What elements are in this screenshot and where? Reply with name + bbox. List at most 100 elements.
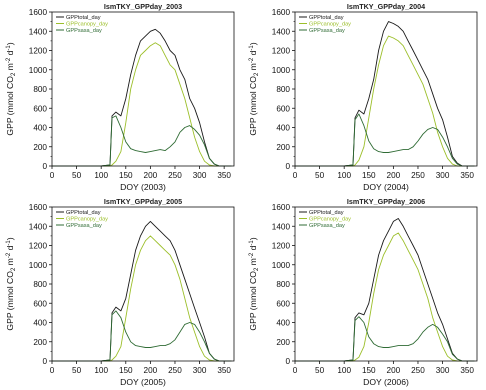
x-tick-label: 150 — [362, 366, 376, 375]
x-tick-label: 150 — [119, 366, 133, 375]
y-tick-label: 0 — [42, 162, 47, 171]
plot-frame — [294, 206, 478, 362]
y-tick-label: 0 — [285, 357, 290, 366]
x-axis-label: DOY (2006) — [363, 377, 409, 387]
x-tick-label: 50 — [315, 171, 325, 180]
gpp-chart-svg: IsmTKY_GPPday_20030200400600800100012001… — [5, 2, 235, 192]
series-line-gppsasa-day — [52, 115, 232, 167]
y-tick-label: 600 — [33, 299, 47, 308]
x-tick-label: 300 — [436, 171, 450, 180]
series-line-gppsasa-day — [295, 113, 475, 167]
series-line-gpptotal-day — [52, 220, 232, 362]
legend-label: GPPcanopy_day — [309, 22, 351, 28]
x-tick-label: 350 — [460, 171, 474, 180]
y-tick-label: 400 — [33, 124, 47, 133]
legend-label: GPPsasa_day — [309, 28, 345, 34]
x-tick-label: 250 — [168, 171, 182, 180]
x-tick-label: 50 — [72, 171, 82, 180]
x-axis-label: DOY (2004) — [363, 182, 409, 192]
x-tick-label: 100 — [94, 171, 108, 180]
y-tick-label: 600 — [33, 104, 47, 113]
chart-panel-2004: IsmTKY_GPPday_2004 0 200 400 600 800 1000 1200 1… — [243, 0, 486, 195]
x-tick-label: 200 — [387, 366, 401, 375]
series-line-gpptotal-day — [52, 28, 232, 167]
series-line-gpptotal-day — [295, 21, 475, 167]
x-tick-label: 200 — [144, 171, 158, 180]
y-tick-label: 800 — [276, 280, 290, 289]
plot-frame — [294, 11, 478, 167]
y-axis-label: GPP (mmol CO2 m-2 d-1) — [248, 237, 260, 330]
x-tick-label: 0 — [50, 171, 55, 180]
series-line-gppcanopy-day — [295, 35, 475, 167]
y-tick-label: 200 — [276, 143, 290, 152]
x-tick-label: 0 — [293, 366, 298, 375]
y-tick-label: 400 — [276, 319, 290, 328]
y-axis-label: GPP (mmol CO2 m-2 d-1) — [248, 42, 260, 135]
gpp-chart-svg: IsmTKY_GPPday_20060200400600800100012001… — [248, 197, 478, 387]
y-tick-label: 1200 — [272, 47, 291, 56]
x-tick-label: 300 — [436, 366, 450, 375]
x-tick-label: 200 — [144, 366, 158, 375]
x-tick-label: 300 — [193, 366, 207, 375]
y-tick-label: 1600 — [272, 8, 291, 17]
y-tick-label: 1600 — [29, 203, 48, 212]
y-tick-label: 1000 — [272, 261, 291, 270]
gpp-chart-svg: IsmTKY_GPPday_20040200400600800100012001… — [248, 2, 478, 192]
y-tick-label: 0 — [285, 162, 290, 171]
plot-frame — [51, 206, 235, 362]
y-tick-label: 1400 — [272, 222, 291, 231]
y-tick-label: 1000 — [272, 66, 291, 75]
y-tick-label: 1600 — [29, 8, 48, 17]
x-tick-label: 250 — [411, 366, 425, 375]
x-tick-label: 150 — [119, 171, 133, 180]
series-line-gpptotal-day — [295, 218, 475, 362]
y-tick-label: 400 — [33, 319, 47, 328]
y-tick-label: 1600 — [272, 203, 291, 212]
legend-label: GPPcanopy_day — [66, 22, 108, 28]
y-axis-label: GPP (mmol CO2 m-2 d-1) — [5, 42, 17, 135]
y-tick-label: 1400 — [29, 222, 48, 231]
x-axis-label: DOY (2003) — [120, 182, 166, 192]
x-tick-label: 0 — [50, 366, 55, 375]
y-tick-label: 200 — [276, 338, 290, 347]
x-tick-label: 200 — [387, 171, 401, 180]
y-tick-label: 0 — [42, 357, 47, 366]
x-tick-label: 250 — [411, 171, 425, 180]
x-axis-label: DOY (2005) — [120, 377, 166, 387]
x-tick-label: 350 — [460, 366, 474, 375]
series-line-gppcanopy-day — [52, 235, 232, 362]
x-tick-label: 350 — [217, 171, 231, 180]
legend-label: GPPcanopy_day — [66, 217, 108, 223]
x-tick-label: 150 — [362, 171, 376, 180]
series-line-gppcanopy-day — [52, 42, 232, 167]
chart-title: IsmTKY_GPPday_2004 — [347, 2, 425, 11]
series-line-gppsasa-day — [295, 316, 475, 362]
gpp-chart-svg: IsmTKY_GPPday_20050200400600800100012001… — [5, 197, 235, 387]
legend-label: GPPsasa_day — [66, 223, 102, 229]
y-tick-label: 1200 — [272, 242, 291, 251]
chart-title: IsmTKY_GPPday_2006 — [347, 197, 425, 206]
y-tick-label: 1200 — [29, 47, 48, 56]
x-tick-label: 50 — [315, 366, 325, 375]
legend-label: GPPtotal_day — [66, 210, 101, 216]
x-tick-label: 100 — [94, 366, 108, 375]
x-tick-label: 0 — [293, 171, 298, 180]
legend-label: GPPcanopy_day — [309, 217, 351, 223]
y-tick-label: 600 — [276, 104, 290, 113]
y-tick-label: 600 — [276, 299, 290, 308]
y-tick-label: 200 — [33, 143, 47, 152]
legend-label: GPPsasa_day — [66, 28, 102, 34]
y-tick-label: 200 — [33, 338, 47, 347]
x-tick-label: 100 — [337, 171, 351, 180]
legend-label: GPPtotal_day — [66, 15, 101, 21]
chart-panel-2006: IsmTKY_GPPday_2006 0 200 400 600 800 1000 1200 1… — [243, 195, 486, 390]
y-tick-label: 1400 — [272, 27, 291, 36]
chart-title: IsmTKY_GPPday_2005 — [104, 197, 182, 206]
chart-panel-2005: IsmTKY_GPPday_2005 0 200 400 600 800 1000 1200 1… — [0, 195, 243, 390]
legend-label: GPPtotal_day — [309, 210, 344, 216]
series-line-gppsasa-day — [52, 310, 232, 362]
x-tick-label: 100 — [337, 366, 351, 375]
y-tick-label: 800 — [33, 85, 47, 94]
y-tick-label: 1200 — [29, 242, 48, 251]
y-tick-label: 1400 — [29, 27, 48, 36]
